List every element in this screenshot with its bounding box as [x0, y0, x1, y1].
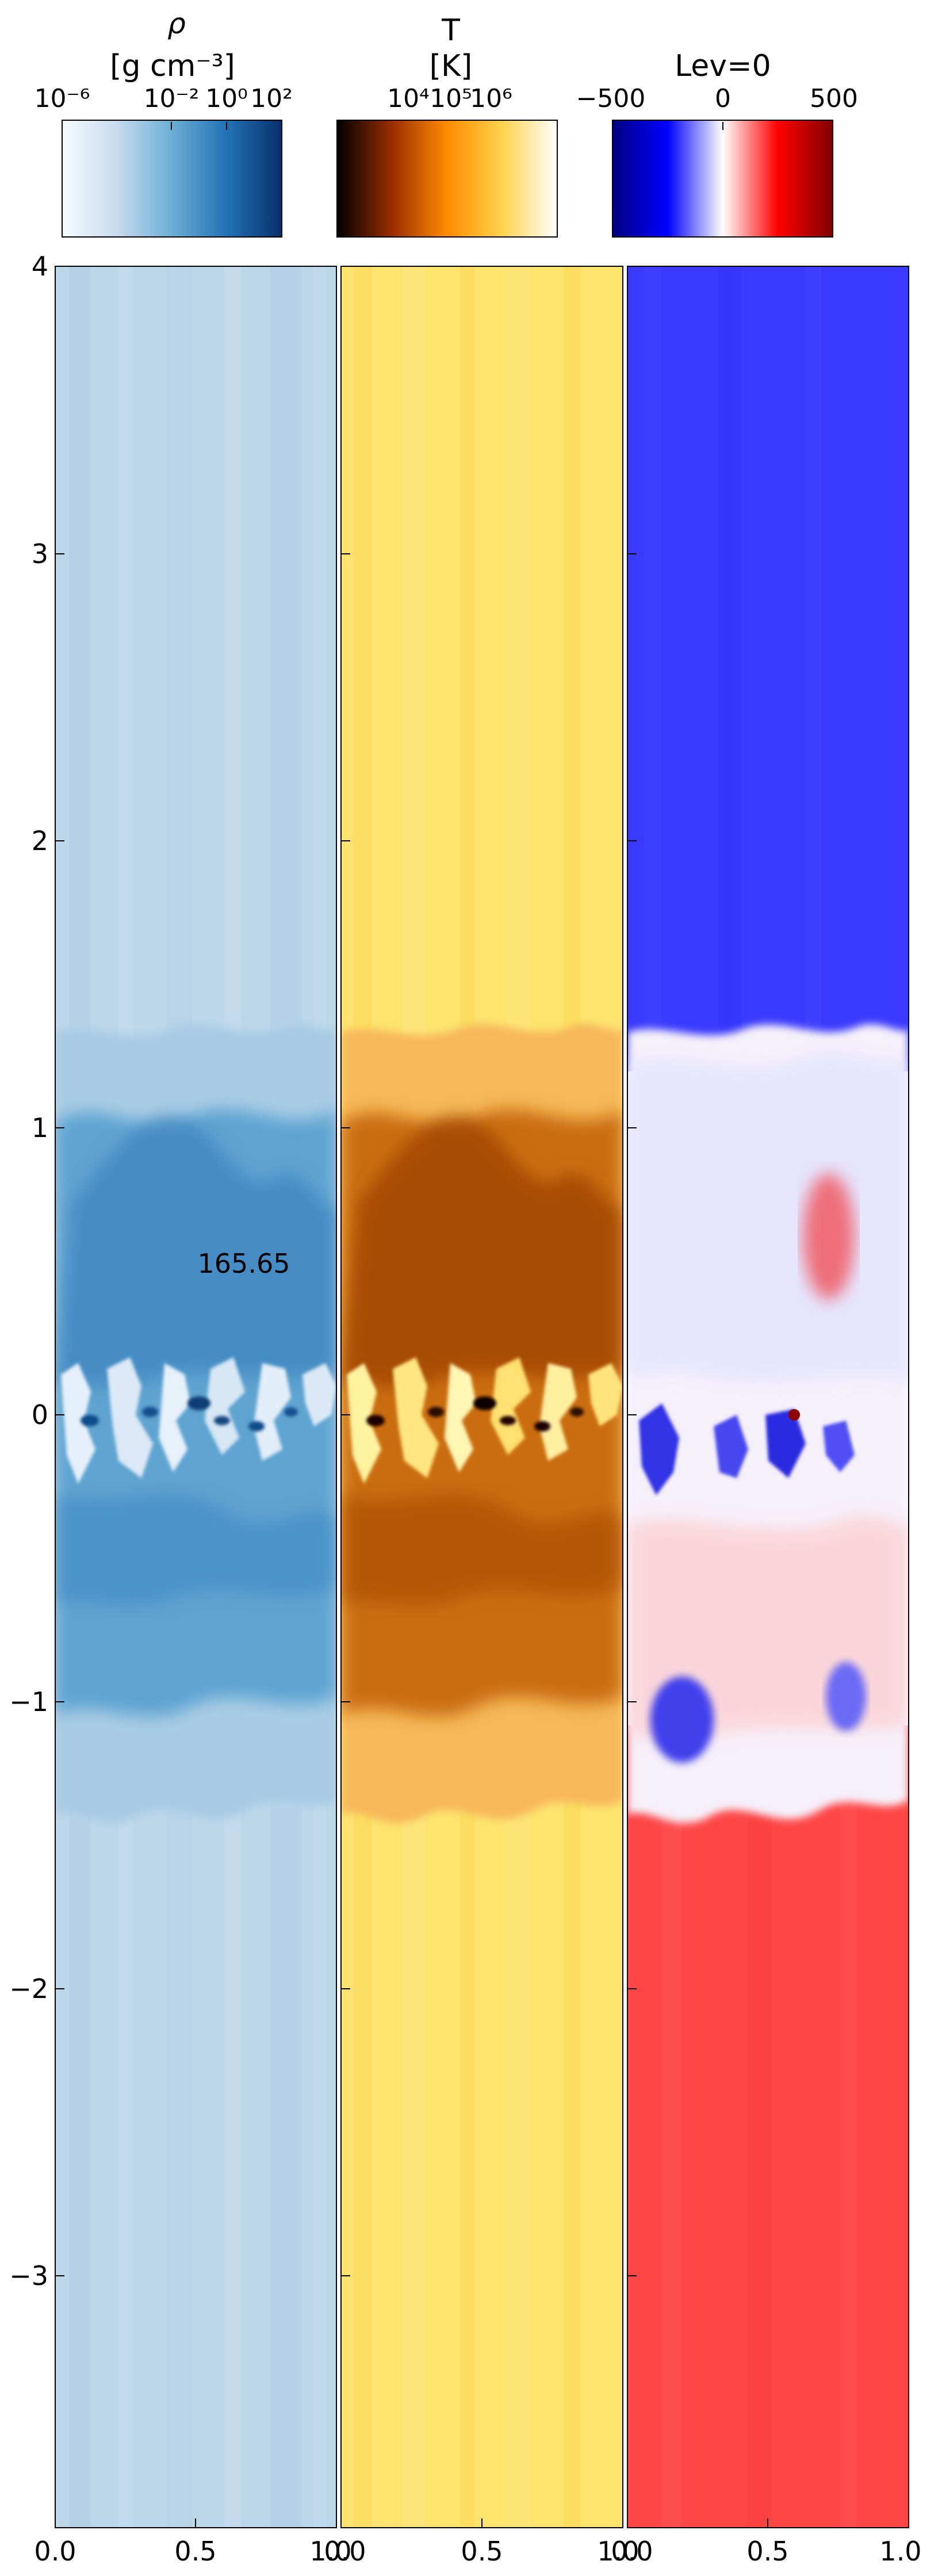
x-tick-label: 1.0: [597, 2536, 639, 2567]
y-tick-label: 2: [32, 825, 48, 856]
colorbar-lev-bar: [612, 120, 833, 238]
y-tick-4: 4: [32, 251, 64, 282]
inner-y-ticks: [341, 553, 637, 2276]
colorbar-lev: Lev=0 −500 0 500: [576, 49, 858, 238]
density-annotation: 165.65: [198, 1248, 290, 1279]
colorbar-T-tick-label: 10⁶: [470, 84, 512, 113]
colorbar-rho-unit: [g cm⁻³]: [110, 49, 235, 83]
colorbar-rho: ρ [g cm⁻³] 10⁻⁶ 10⁻² 10⁰ 10²: [35, 7, 293, 238]
y-axis: 4 3 2 1 0 −1 −2 −3: [9, 251, 64, 2291]
colorbar-rho-bar: [62, 120, 282, 238]
colorbar-lev-tick-label: 500: [810, 84, 858, 113]
colorbar-rho-quantity: ρ: [167, 7, 186, 40]
colorbar-lev-tick-label: 0: [715, 84, 731, 113]
panel-lev: [627, 266, 909, 2528]
colorbar-rho-tick-label: 10²: [250, 84, 293, 113]
colorbar-T-tick-label: 10⁴: [387, 84, 430, 113]
temperature-cold-cores: [366, 1396, 584, 1431]
colorbar-T-quantity: T: [441, 13, 460, 48]
density-cold-clumps: [61, 1357, 336, 1484]
y-tick-label: −1: [9, 1686, 48, 1717]
y-tick-minus3: −3: [9, 2260, 64, 2291]
density-mixing-layer: [55, 1024, 336, 1823]
colorbar-rho-tick-label: 10⁻²: [144, 84, 200, 113]
temperature-hot-clumps: [347, 1357, 623, 1484]
lev-blue-clumps: [639, 1403, 855, 1495]
x-tick-label: 0.5: [746, 2536, 788, 2567]
lev-streaks: [644, 266, 857, 2528]
y-tick-minus2: −2: [9, 1973, 64, 2004]
x-tick-label: 0.0: [611, 2536, 653, 2567]
colorbar-lev-quantity: Lev=0: [675, 49, 771, 83]
y-tick-0: 0: [32, 1399, 64, 1430]
density-dense-cores: [81, 1396, 298, 1431]
colorbar-T-bar: [336, 120, 558, 238]
y-tick-label: −2: [9, 1973, 48, 2004]
panel-density: 165.65: [55, 266, 336, 2528]
lev-mixing-layer: [627, 1024, 909, 1823]
y-tick-2: 2: [32, 825, 64, 856]
y-tick-3: 3: [32, 538, 64, 569]
lev-lower: [627, 1725, 909, 2528]
temperature-mixing-layer: [341, 1024, 623, 1823]
colorbar-T-unit: [K]: [430, 49, 473, 83]
x-tick-label: 1.0: [309, 2536, 351, 2567]
y-tick-label: 3: [32, 538, 48, 569]
lev-red-streak: [803, 1173, 855, 1300]
y-tick-minus1: −1: [9, 1686, 64, 1717]
x-axis-lev: 0.0 0.5 1.0: [611, 2518, 922, 2567]
colorbar-temperature: T [K] 10⁴ 10⁵ 10⁶: [336, 13, 558, 238]
y-tick-label: 4: [32, 251, 48, 282]
lev-upper: [627, 266, 909, 1071]
x-axis-temperature: 0.0 0.5 1.0: [324, 2518, 640, 2567]
panel-temperature: [341, 266, 623, 2528]
colorbar-T-tick-label: 10⁵: [430, 84, 472, 113]
colorbar-lev-tick-label: −500: [576, 84, 646, 113]
x-tick-label: 0.0: [324, 2536, 366, 2567]
x-tick-label: 0.0: [34, 2536, 76, 2567]
y-tick-label: 0: [32, 1399, 48, 1430]
x-axis-density: 0.0 0.5 1.0: [34, 2518, 352, 2567]
y-tick-label: 1: [32, 1112, 48, 1143]
lev-lower-blue-blob: [826, 1662, 866, 1731]
colorbar-rho-tick-label: 10⁻⁶: [35, 84, 90, 113]
x-tick-label: 0.5: [174, 2536, 216, 2567]
x-tick-label: 1.0: [879, 2536, 921, 2567]
x-tick-label: 0.5: [461, 2536, 503, 2567]
lev-lower-blue-blob: [650, 1676, 714, 1763]
y-tick-label: −3: [9, 2260, 48, 2291]
lev-hot-core: [788, 1409, 800, 1421]
colorbar-rho-tick-label: 10⁰: [205, 84, 248, 113]
y-tick-1: 1: [32, 1112, 64, 1143]
